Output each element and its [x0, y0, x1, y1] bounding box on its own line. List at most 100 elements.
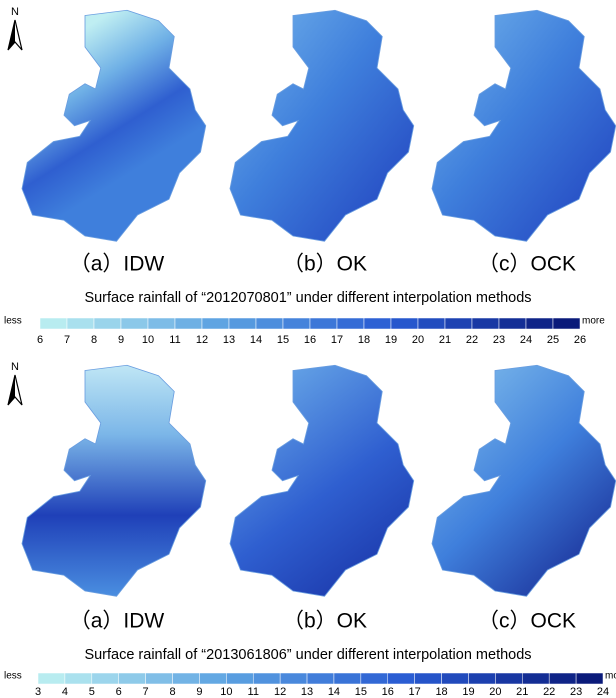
legend-tick: 15: [277, 334, 289, 346]
legend-swatch: [37, 672, 66, 685]
legend-tick: 14: [328, 686, 340, 698]
legend-title: Surface rainfall of “2013061806” under d…: [84, 647, 531, 663]
map: [431, 364, 616, 597]
legend-swatch: [147, 317, 176, 330]
legend-tick: 7: [143, 686, 149, 698]
legend-tick: 10: [220, 686, 232, 698]
legend-tick: 5: [89, 686, 95, 698]
legend-tick: 13: [223, 334, 235, 346]
legend-tick: 22: [543, 686, 555, 698]
map-label: （a）IDW: [70, 253, 165, 276]
legend-swatch: [363, 317, 392, 330]
region: [431, 9, 616, 242]
map-label: （b）OK: [283, 253, 367, 276]
legend-swatch: [226, 672, 254, 685]
map: [21, 9, 207, 242]
legend-swatch: [360, 672, 389, 685]
legend-swatch: [279, 672, 308, 685]
map: [431, 9, 616, 242]
legend-tick: 26: [574, 334, 586, 346]
legend-swatch: [145, 672, 173, 685]
map: [229, 9, 415, 242]
legend-swatch: [468, 672, 496, 685]
legend-tick: 14: [250, 334, 262, 346]
legend-swatch: [471, 317, 500, 330]
legend-tick: 12: [196, 334, 208, 346]
legend-swatch: [387, 672, 415, 685]
legend-tick: 20: [489, 686, 501, 698]
legend-swatch: [552, 317, 581, 330]
legend-title: Surface rainfall of “2012070801” under d…: [84, 290, 531, 306]
legend-tick: 19: [385, 334, 397, 346]
legend-swatch: [525, 317, 554, 330]
legend-tick: 12: [274, 686, 286, 698]
region: [229, 9, 415, 242]
map: [21, 364, 207, 597]
legend-tick: 23: [570, 686, 582, 698]
legend-swatch: [441, 672, 469, 685]
legend-swatch: [174, 317, 203, 330]
map-label: （b）OK: [283, 610, 367, 633]
legend-swatch: [91, 672, 119, 685]
legend-swatch: [64, 672, 93, 685]
legend-swatch: [172, 672, 200, 685]
legend-tick: 21: [516, 686, 528, 698]
legend-tick: 7: [64, 334, 70, 346]
region: [21, 364, 207, 597]
legend-swatch: [390, 317, 419, 330]
legend-tick: 10: [142, 334, 154, 346]
map: [229, 364, 415, 597]
legend-tick: 21: [439, 334, 451, 346]
legend-swatch: [417, 317, 446, 330]
legend-tick: 6: [116, 686, 122, 698]
region: [21, 9, 207, 242]
legend-swatch: [282, 317, 311, 330]
legend-tick: 16: [382, 686, 394, 698]
legend-tick: 15: [355, 686, 367, 698]
legend-tick: 18: [435, 686, 447, 698]
legend-swatch: [522, 672, 550, 685]
legend-swatch: [309, 317, 338, 330]
legend-tick: 24: [597, 686, 609, 698]
legend-swatch: [333, 672, 362, 685]
north-arrow-half: [8, 20, 15, 50]
legend-tick: 18: [358, 334, 370, 346]
legend-tick: 23: [493, 334, 505, 346]
legend-tick: 24: [520, 334, 532, 346]
legend-swatch: [201, 317, 230, 330]
map-label: （c）OCK: [478, 610, 576, 633]
legend-tick: 9: [196, 686, 202, 698]
north-arrow-half: [8, 375, 15, 405]
legend-swatch: [255, 317, 284, 330]
legend-high: more: [582, 316, 605, 327]
legend-high: more: [605, 671, 616, 682]
legend-tick: 17: [409, 686, 421, 698]
legend-tick: 4: [62, 686, 68, 698]
legend-tick: 19: [462, 686, 474, 698]
legend-swatch: [252, 672, 281, 685]
region: [431, 364, 616, 597]
map-label: （a）IDW: [70, 610, 165, 633]
legend-swatch: [306, 672, 335, 685]
legend-swatch: [118, 672, 146, 685]
legend-tick: 13: [301, 686, 313, 698]
legend-tick: 20: [412, 334, 424, 346]
north-label: N: [11, 361, 19, 373]
legend-low: less: [4, 316, 22, 327]
north-label: N: [11, 6, 19, 18]
legend-swatch: [444, 317, 473, 330]
legend-tick: 16: [304, 334, 316, 346]
legend-tick: 8: [169, 686, 175, 698]
legend-swatch: [66, 317, 95, 330]
legend-swatch: [498, 317, 527, 330]
legend-swatch: [495, 672, 523, 685]
legend-swatch: [228, 317, 257, 330]
legend-low: less: [4, 671, 22, 682]
legend-tick: 22: [466, 334, 478, 346]
legend-tick: 6: [37, 334, 43, 346]
legend-swatch: [414, 672, 442, 685]
legend-tick: 11: [248, 686, 259, 698]
legend-swatch: [93, 317, 122, 330]
map-label: （c）OCK: [478, 253, 576, 276]
